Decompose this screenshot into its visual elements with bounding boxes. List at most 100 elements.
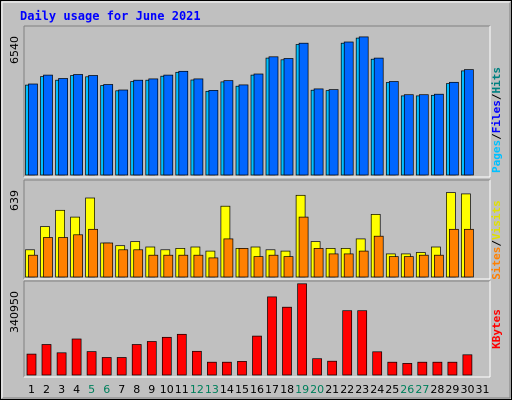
bar-sites-day-28 [434,254,444,278]
day-label-7: 7 [118,383,125,396]
bar-kbytes-day-26 [402,363,413,376]
panel-middle-legend: Sites/Visits [490,200,503,280]
bar-kbytes-day-22 [342,310,353,376]
day-label-22: 22 [340,383,354,396]
bar-files-day-24 [373,57,384,176]
day-label-17: 17 [265,383,279,396]
bar-sites-day-14 [223,238,234,278]
day-labels: 1 2 3 4 5 6 7 8 9 10 11 12 13 14 15 16 17 18 19 20 21 22 23 24 2… [28,383,490,396]
day-label-28: 28 [430,383,444,396]
bar-sites-day-16 [253,256,264,278]
bar-kbytes-day-6 [101,357,112,376]
bar-sites-day-19 [298,216,309,278]
bar-sites-day-6 [103,242,114,278]
bar-kbytes-day-21 [327,360,337,376]
bar-kbytes-day-23 [357,310,368,376]
bar-sites-day-5 [88,228,98,278]
bar-files-day-16 [253,73,264,176]
bar-sites-day-25 [388,256,399,278]
day-label-10: 10 [160,383,174,396]
bar-kbytes-day-8 [131,344,142,376]
bar-files-day-17 [268,56,279,176]
bar-kbytes-day-7 [116,357,127,376]
day-label-23: 23 [355,383,369,396]
bar-files-day-25 [388,81,399,176]
panel-top-legend-item-2: Files [490,100,503,133]
bar-files-day-9 [148,78,159,176]
day-label-27: 27 [415,383,429,396]
bar-files-day-26 [403,94,414,176]
bar-sites-day-30 [464,228,474,278]
bar-files-day-28 [434,93,444,176]
bar-files-day-20 [313,88,324,176]
chart-panels: 6540Pages/Files/Hits639Sites/Visits34095… [8,25,503,378]
panel-bottom-ymax-label: 340950 [8,291,21,333]
day-label-5: 5 [88,383,95,396]
day-label-12: 12 [190,383,204,396]
bar-files-day-10 [163,74,174,176]
panel-top-legend-item-4: Hits [490,67,503,94]
panel-top-ymax-label: 6540 [8,36,21,64]
day-label-20: 20 [310,383,324,396]
bar-sites-day-15 [238,248,249,278]
bar-files-day-21 [328,89,339,176]
bar-sites-day-29 [449,228,459,278]
day-label-14: 14 [220,383,234,396]
panel-middle-ymax-label: 639 [8,190,21,211]
bar-files-day-4 [73,74,83,176]
bar-files-day-12 [193,78,204,176]
bar-kbytes-day-15 [237,361,247,376]
bar-files-day-2 [43,74,53,176]
bar-kbytes-day-13 [207,361,217,376]
bar-kbytes-day-17 [267,296,277,376]
bar-files-day-27 [418,94,429,176]
bar-kbytes-day-27 [417,361,428,376]
day-label-21: 21 [325,383,339,396]
bar-files-day-15 [238,84,249,176]
bar-sites-day-17 [268,254,279,278]
day-label-29: 29 [445,383,459,396]
day-label-24: 24 [370,383,384,396]
bar-sites-day-27 [418,254,429,278]
panel-middle-legend-item-1: / [490,240,503,247]
panel-top-legend-item-3: / [490,93,503,100]
bar-files-day-6 [103,84,114,176]
bar-sites-day-24 [373,235,384,278]
day-label-19: 19 [295,383,309,396]
bar-kbytes-day-1 [26,353,37,376]
panel-top-legend-item-0: Pages [490,140,503,173]
day-label-30: 30 [461,383,475,396]
bar-kbytes-day-16 [252,335,262,376]
chart-title: Daily usage for June 2021 [20,9,201,23]
day-label-26: 26 [400,383,414,396]
bar-sites-day-11 [178,254,189,278]
bar-files-day-22 [343,41,354,176]
bar-kbytes-day-24 [372,351,383,376]
bar-sites-day-1 [28,254,38,278]
bar-sites-day-26 [403,256,414,278]
bar-kbytes-day-18 [282,306,292,376]
bar-files-day-8 [133,79,144,176]
bar-sites-day-18 [283,256,294,278]
panel-bottom-legend-item-0: KBytes [490,309,503,349]
bar-sites-day-4 [73,234,83,278]
panel-top-legend: Pages/Files/Hits [490,67,503,173]
bar-kbytes-day-4 [71,338,82,376]
bar-files-day-7 [118,89,129,176]
bar-kbytes-day-14 [222,361,232,376]
bar-sites-day-10 [163,254,174,278]
bar-kbytes-day-12 [192,350,202,376]
day-label-1: 1 [28,383,35,396]
bar-files-day-3 [58,78,68,176]
bar-files-day-23 [358,36,369,176]
bar-files-day-11 [178,70,189,176]
panel-top-legend-item-1: / [490,133,503,140]
panel-middle-legend-item-2: Visits [490,200,503,240]
bar-files-day-30 [464,69,474,176]
day-label-8: 8 [133,383,140,396]
bar-sites-day-12 [193,254,204,278]
day-label-11: 11 [175,383,189,396]
bar-kbytes-day-25 [387,361,398,376]
day-label-4: 4 [73,383,80,396]
bar-sites-day-13 [208,257,219,278]
